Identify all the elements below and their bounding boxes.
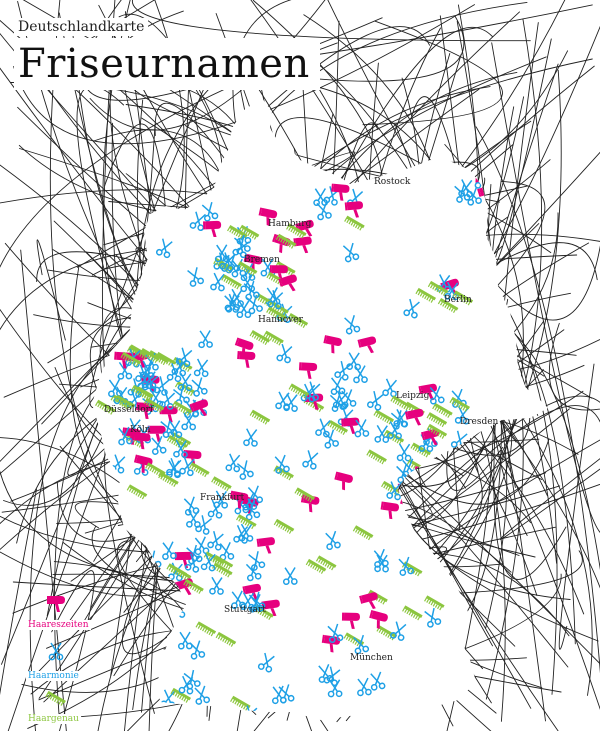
legend-item-haargenau: Haargenau bbox=[26, 690, 106, 725]
city-label: Stuttgart bbox=[224, 605, 266, 615]
scissors-icon bbox=[193, 713, 209, 731]
city-label: Berlin bbox=[444, 295, 472, 305]
city-label: Frankfurt bbox=[200, 493, 245, 503]
scissors-icon bbox=[269, 718, 284, 731]
city-label: Leipzig bbox=[396, 391, 430, 401]
comb-icon bbox=[275, 724, 296, 731]
hair-dryer-icon bbox=[42, 590, 70, 612]
city-label: Düsseldorf bbox=[104, 405, 154, 415]
legend-label: Haareszeiten bbox=[26, 620, 91, 630]
page-title: Friseurnamen bbox=[14, 38, 320, 90]
legend-item-haarmonie: Haarmonie bbox=[26, 639, 106, 682]
city-label: Hamburg bbox=[268, 219, 312, 229]
city-label: Bremen bbox=[244, 255, 280, 265]
city-label: Rostock bbox=[374, 177, 411, 187]
legend-item-haareszeiten: Haareszeiten bbox=[26, 590, 106, 631]
supertitle: Deutschlandkarte bbox=[14, 18, 148, 36]
comb-icon bbox=[42, 690, 70, 706]
city-label: Hannover bbox=[258, 315, 304, 325]
legend: Haareszeiten Haarmonie Haargenau bbox=[26, 590, 106, 733]
hair-dryer-icon bbox=[250, 727, 272, 731]
city-label: München bbox=[350, 653, 393, 663]
legend-label: Haargenau bbox=[26, 714, 81, 724]
legend-label: Haarmonie bbox=[26, 671, 81, 681]
scissors-icon bbox=[42, 639, 70, 663]
city-label: Dresden bbox=[460, 417, 499, 427]
title-block: Deutschlandkarte Friseurnamen bbox=[14, 16, 354, 90]
city-label: Köln bbox=[130, 425, 151, 435]
